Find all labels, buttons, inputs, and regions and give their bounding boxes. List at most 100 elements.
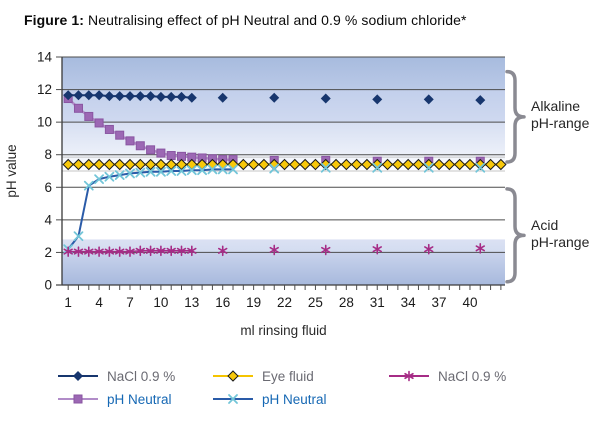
diamond-marker [63, 90, 74, 101]
diamond-marker [474, 158, 486, 171]
diamond-marker [62, 158, 74, 171]
x-marker [217, 164, 228, 175]
x-marker [114, 170, 125, 180]
diamond-marker [402, 158, 414, 171]
diamond-marker [320, 158, 332, 171]
diamond-marker [320, 93, 331, 104]
x-marker [125, 168, 135, 179]
diamond-marker [475, 95, 486, 106]
diamond-marker [94, 90, 105, 101]
diamond-marker [165, 158, 177, 171]
star-marker [135, 245, 146, 257]
x-tick-label: 34 [401, 295, 417, 310]
diamond-marker [412, 158, 425, 171]
star-marker [424, 243, 434, 255]
diamond-marker [124, 158, 136, 171]
diamond-marker [113, 158, 126, 171]
star-marker [372, 243, 382, 255]
series-nacl-acid [63, 243, 485, 257]
x-tick-label: 7 [126, 295, 134, 310]
square-marker [115, 130, 125, 140]
square-marker [94, 118, 104, 128]
star-marker [84, 246, 94, 257]
diamond-marker [309, 158, 322, 171]
y-tick-label: 6 [44, 180, 52, 195]
diamond-marker [186, 92, 197, 103]
diamond-marker [103, 158, 116, 171]
alkaline-range-label: Alkaline pH-range [531, 98, 590, 132]
square-marker [73, 103, 83, 113]
star-marker [114, 246, 125, 257]
x-marker [269, 163, 280, 174]
x-tick-label: 31 [370, 295, 385, 310]
diamond-marker [83, 158, 95, 171]
x-marker [475, 162, 486, 173]
star-marker [145, 245, 156, 257]
series-eye-fluid [62, 158, 507, 171]
figure-title: Figure 1: Neutralising effect of pH Neut… [24, 12, 584, 28]
x-marker [145, 166, 156, 177]
x-tick-label: 40 [462, 295, 477, 310]
diamond-marker [155, 158, 167, 171]
star-marker [321, 244, 331, 256]
diamond-marker [176, 91, 187, 102]
star-marker [104, 246, 115, 257]
diamond-marker [114, 91, 125, 102]
y-tick-label: 0 [44, 278, 52, 293]
diamond-marker [73, 90, 84, 101]
x-marker [94, 174, 104, 185]
x-tick-label: 4 [95, 295, 103, 310]
figure-title-text: Neutralising effect of pH Neutral and 0.… [84, 12, 467, 28]
diamond-marker [145, 91, 156, 102]
diamond-marker [175, 158, 188, 171]
series-nacl-alkaline [63, 90, 486, 106]
diamond-marker [361, 158, 373, 171]
x-tick-label: 28 [339, 295, 354, 310]
diamond-marker [83, 90, 94, 101]
diamond-marker [392, 158, 404, 171]
y-tick-label: 10 [37, 115, 52, 130]
y-tick-label: 14 [37, 50, 53, 65]
diamond-marker [464, 158, 476, 171]
x-marker [320, 162, 331, 173]
figure-title-prefix: Figure 1: [24, 12, 85, 28]
diamond-marker [453, 158, 466, 171]
x-axis-title: ml rinsing fluid [240, 323, 326, 338]
range-brace [505, 187, 526, 284]
x-tick-label: 16 [215, 295, 230, 310]
star-marker [94, 246, 104, 257]
x-marker [83, 180, 94, 191]
diamond-marker [237, 158, 250, 171]
x-marker [166, 166, 177, 176]
diamond-marker [433, 158, 445, 171]
square-marker [135, 141, 145, 151]
diamond-marker [350, 158, 363, 171]
diamond-marker [372, 94, 383, 105]
diamond-marker [217, 92, 228, 103]
x-marker [423, 162, 434, 173]
diamond-marker [134, 158, 147, 171]
x-tick-label: 19 [246, 295, 261, 310]
diamond-marker [93, 158, 105, 171]
diamond-marker [381, 158, 394, 171]
y-tick-label: 4 [44, 212, 52, 227]
square-marker [166, 151, 176, 161]
star-marker [156, 245, 166, 257]
x-marker [186, 165, 197, 176]
x-marker [104, 171, 115, 182]
diamond-marker [258, 158, 270, 171]
x-tick-label: 22 [277, 295, 292, 310]
diamond-marker [247, 158, 260, 171]
star-marker [475, 243, 485, 254]
square-marker [125, 136, 135, 146]
y-tick-label: 12 [37, 82, 52, 97]
x-tick-label: 10 [153, 295, 168, 310]
square-marker [156, 148, 166, 158]
diamond-marker [72, 158, 85, 171]
star-marker [218, 245, 228, 257]
acid-range-label: Acid pH-range [531, 217, 590, 251]
x-tick-label: 37 [432, 295, 447, 310]
diamond-marker [289, 158, 301, 171]
